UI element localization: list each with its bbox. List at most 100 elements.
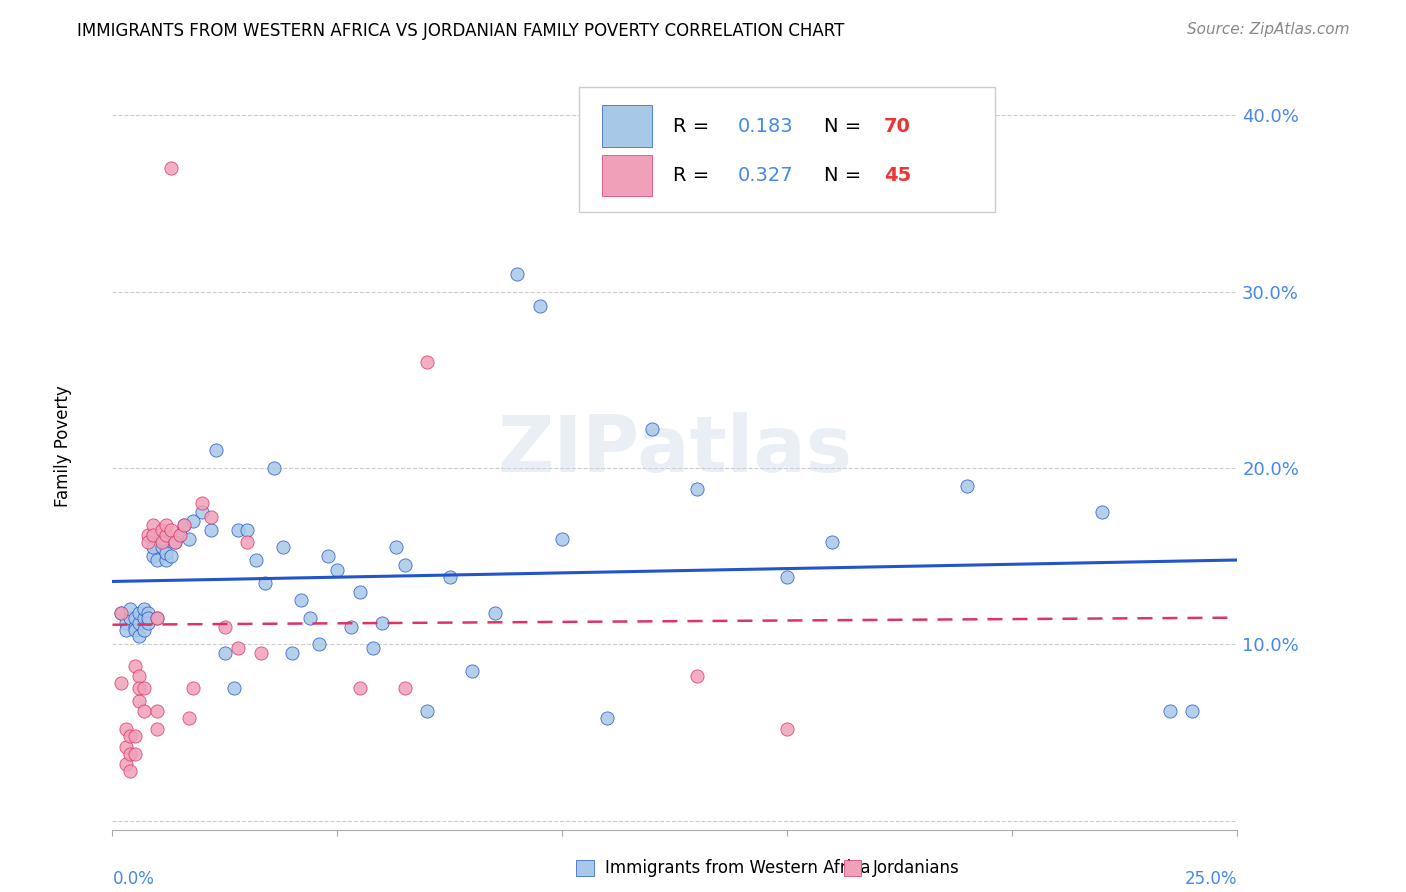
Point [128,606,150,620]
Point [173,517,195,532]
Text: Source: ZipAtlas.com: Source: ZipAtlas.com [1187,22,1350,37]
Point [394,558,416,572]
Point [1181,705,1204,719]
Point [142,549,165,564]
Point [160,523,183,537]
Point [308,637,330,651]
Point [124,658,146,673]
Point [245,553,267,567]
Point [132,681,155,696]
Text: 70: 70 [884,117,911,136]
Point [124,624,146,638]
Text: 0.0%: 0.0% [112,870,155,888]
Point [686,482,709,496]
Point [340,620,363,634]
Point [146,553,169,567]
Point [115,616,138,631]
Point [146,722,169,736]
Point [155,546,177,560]
Text: N =: N = [824,117,868,136]
Point [318,549,340,564]
Point [177,532,200,546]
FancyBboxPatch shape [602,155,652,196]
Point [128,616,150,631]
Point [146,705,169,719]
Point [200,523,222,537]
Point [177,711,200,725]
Point [273,541,295,555]
Point [461,664,484,678]
Point [236,535,259,549]
Text: 25.0%: 25.0% [1185,870,1237,888]
Point [506,267,529,281]
Point [128,694,150,708]
Point [146,611,169,625]
Point [169,528,191,542]
Point [165,535,187,549]
Point [124,729,146,743]
Point [155,553,177,567]
Point [138,535,160,549]
Point [138,528,160,542]
Point [120,611,142,625]
Point [150,535,173,549]
Point [641,422,664,436]
Text: R =: R = [672,166,716,186]
Text: Jordanians: Jordanians [873,859,959,877]
Text: ZIPatlas: ZIPatlas [498,412,852,489]
Point [115,757,138,772]
Point [1159,705,1181,719]
Point [191,496,214,510]
Point [128,669,150,683]
Point [115,722,138,736]
Point [214,646,236,660]
Point [228,523,250,537]
Point [349,681,371,696]
Point [363,640,385,655]
Text: Family Poverty: Family Poverty [55,385,72,507]
Point [349,584,371,599]
Point [776,722,799,736]
Point [290,593,312,607]
Point [150,523,173,537]
Point [110,606,132,620]
Point [776,570,799,584]
Point [371,616,394,631]
Point [124,620,146,634]
Text: N =: N = [824,166,868,186]
Point [416,705,439,719]
Point [110,676,132,690]
Point [132,602,155,616]
Point [228,640,250,655]
Point [155,517,177,532]
Point [200,510,222,524]
Point [138,611,160,625]
Point [263,461,285,475]
Point [120,764,142,779]
Point [956,479,979,493]
Point [596,711,619,725]
Point [385,541,408,555]
Point [484,606,506,620]
FancyBboxPatch shape [602,105,652,147]
Point [115,624,138,638]
Point [281,646,304,660]
Point [142,541,165,555]
Point [183,514,205,528]
Point [146,611,169,625]
Point [132,624,155,638]
Point [132,611,155,625]
Text: 0.183: 0.183 [738,117,793,136]
Point [169,528,191,542]
Point [120,729,142,743]
Point [128,629,150,643]
FancyBboxPatch shape [579,87,995,211]
Point [142,517,165,532]
Point [254,575,277,590]
Point [115,739,138,754]
Point [132,705,155,719]
Point [128,681,150,696]
Text: 45: 45 [884,166,911,186]
Point [138,616,160,631]
Point [124,747,146,761]
